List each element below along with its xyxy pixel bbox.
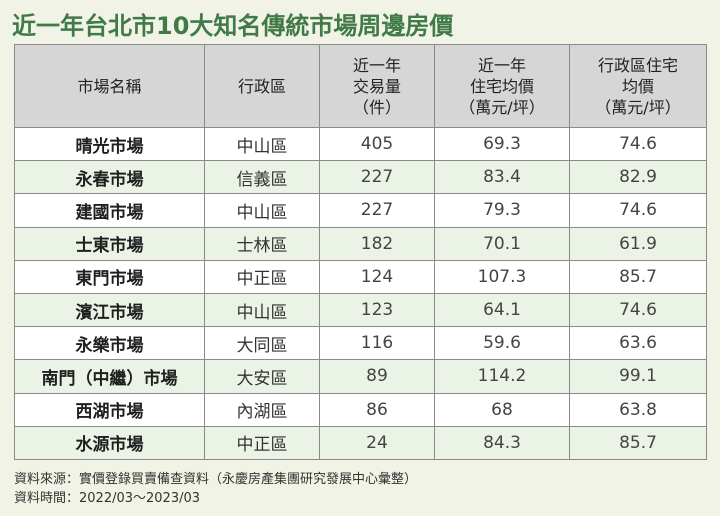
period-note: 資料時間：2022/03～2023/03 xyxy=(14,491,201,506)
district-cell: 大安區 xyxy=(204,359,320,394)
district-avg-cell: 85.7 xyxy=(569,425,707,460)
volume-cell: 24 xyxy=(319,425,435,460)
district-cell: 信義區 xyxy=(204,160,320,195)
header-district-line: 行政區 xyxy=(237,76,286,96)
district-cell: 大同區 xyxy=(204,326,320,361)
table-row: 永樂市場 大同區 116 59.6 63.6 xyxy=(14,326,707,361)
header-avg-price-line-3: （萬元/坪） xyxy=(459,97,545,117)
price-table-container: 市場名稱 行政區 近一年 交易量 （件） 近一年 住宅均價 （萬元/坪） 行政區… xyxy=(14,44,707,460)
price-table: 市場名稱 行政區 近一年 交易量 （件） 近一年 住宅均價 （萬元/坪） 行政區… xyxy=(14,44,707,460)
avg-price-cell: 83.4 xyxy=(434,160,570,195)
page-title: 近一年台北市10大知名傳統市場周邊房價 xyxy=(12,12,454,40)
header-market-name: 市場名稱 xyxy=(14,44,205,128)
district-avg-cell: 85.7 xyxy=(569,259,707,294)
table-row: 建國市場 中山區 227 79.3 74.6 xyxy=(14,193,707,228)
table-row: 東門市場 中正區 124 107.3 85.7 xyxy=(14,259,707,294)
district-cell: 中山區 xyxy=(204,193,320,228)
table-body: 晴光市場 中山區 405 69.3 74.6 永春市場 信義區 227 83.4… xyxy=(14,126,707,460)
market-name-cell: 西湖市場 xyxy=(14,392,205,427)
header-market-name-line: 市場名稱 xyxy=(77,76,142,96)
header-volume: 近一年 交易量 （件） xyxy=(319,44,435,128)
market-name-cell: 永樂市場 xyxy=(14,326,205,361)
table-row: 士東市場 士林區 182 70.1 61.9 xyxy=(14,226,707,261)
market-name-cell: 晴光市場 xyxy=(14,126,205,162)
table-row: 永春市場 信義區 227 83.4 82.9 xyxy=(14,160,707,195)
footer-notes: 資料來源：實價登錄買賣備查資料（永慶房產集團研究發展中心彙整） 資料時間：202… xyxy=(14,470,417,508)
volume-cell: 182 xyxy=(319,226,435,261)
table-row: 濱江市場 中山區 123 64.1 74.6 xyxy=(14,292,707,328)
volume-cell: 116 xyxy=(319,326,435,361)
market-name-cell: 永春市場 xyxy=(14,160,205,195)
market-name-cell: 建國市場 xyxy=(14,193,205,228)
district-cell: 中山區 xyxy=(204,292,320,328)
avg-price-cell: 68 xyxy=(434,392,570,427)
header-district-avg-line-1: 行政區住宅 xyxy=(597,55,678,75)
avg-price-cell: 64.1 xyxy=(434,292,570,328)
district-avg-cell: 74.6 xyxy=(569,126,707,162)
market-name-cell: 南門（中繼）市場 xyxy=(14,359,205,394)
header-district-avg-line-3: （萬元/坪） xyxy=(595,97,681,117)
header-district-avg: 行政區住宅 均價 （萬元/坪） xyxy=(569,44,707,128)
volume-cell: 227 xyxy=(319,160,435,195)
district-cell: 內湖區 xyxy=(204,392,320,427)
header-district-avg-line-2: 均價 xyxy=(621,76,654,96)
header-avg-price-line-2: 住宅均價 xyxy=(469,76,534,96)
district-cell: 士林區 xyxy=(204,226,320,261)
avg-price-cell: 107.3 xyxy=(434,259,570,294)
source-note: 資料來源：實價登錄買賣備查資料（永慶房產集團研究發展中心彙整） xyxy=(14,472,418,487)
volume-cell: 124 xyxy=(319,259,435,294)
header-volume-line-2: 交易量 xyxy=(352,76,401,96)
avg-price-cell: 79.3 xyxy=(434,193,570,228)
district-avg-cell: 99.1 xyxy=(569,359,707,394)
volume-cell: 86 xyxy=(319,392,435,427)
table-header-row: 市場名稱 行政區 近一年 交易量 （件） 近一年 住宅均價 （萬元/坪） 行政區… xyxy=(14,44,707,128)
avg-price-cell: 70.1 xyxy=(434,226,570,261)
district-cell: 中正區 xyxy=(204,425,320,460)
header-avg-price-line-1: 近一年 xyxy=(477,55,526,75)
district-avg-cell: 61.9 xyxy=(569,226,707,261)
table-row: 南門（中繼）市場 大安區 89 114.2 99.1 xyxy=(14,359,707,394)
volume-cell: 123 xyxy=(319,292,435,328)
market-name-cell: 士東市場 xyxy=(14,226,205,261)
market-name-cell: 水源市場 xyxy=(14,425,205,460)
district-avg-cell: 63.8 xyxy=(569,392,707,427)
header-volume-line-1: 近一年 xyxy=(352,55,401,75)
header-avg-price: 近一年 住宅均價 （萬元/坪） xyxy=(434,44,570,128)
volume-cell: 227 xyxy=(319,193,435,228)
district-avg-cell: 63.6 xyxy=(569,326,707,361)
table-row: 西湖市場 內湖區 86 68 63.8 xyxy=(14,392,707,427)
header-district: 行政區 xyxy=(204,44,320,128)
avg-price-cell: 114.2 xyxy=(434,359,570,394)
avg-price-cell: 69.3 xyxy=(434,126,570,162)
district-avg-cell: 74.6 xyxy=(569,193,707,228)
table-row: 水源市場 中正區 24 84.3 85.7 xyxy=(14,425,707,460)
avg-price-cell: 59.6 xyxy=(434,326,570,361)
volume-cell: 405 xyxy=(319,126,435,162)
avg-price-cell: 84.3 xyxy=(434,425,570,460)
district-avg-cell: 74.6 xyxy=(569,292,707,328)
table-row: 晴光市場 中山區 405 69.3 74.6 xyxy=(14,126,707,162)
market-name-cell: 東門市場 xyxy=(14,259,205,294)
header-volume-line-3: （件） xyxy=(352,97,401,117)
district-cell: 中山區 xyxy=(204,126,320,162)
market-name-cell: 濱江市場 xyxy=(14,292,205,328)
volume-cell: 89 xyxy=(319,359,435,394)
district-cell: 中正區 xyxy=(204,259,320,294)
district-avg-cell: 82.9 xyxy=(569,160,707,195)
